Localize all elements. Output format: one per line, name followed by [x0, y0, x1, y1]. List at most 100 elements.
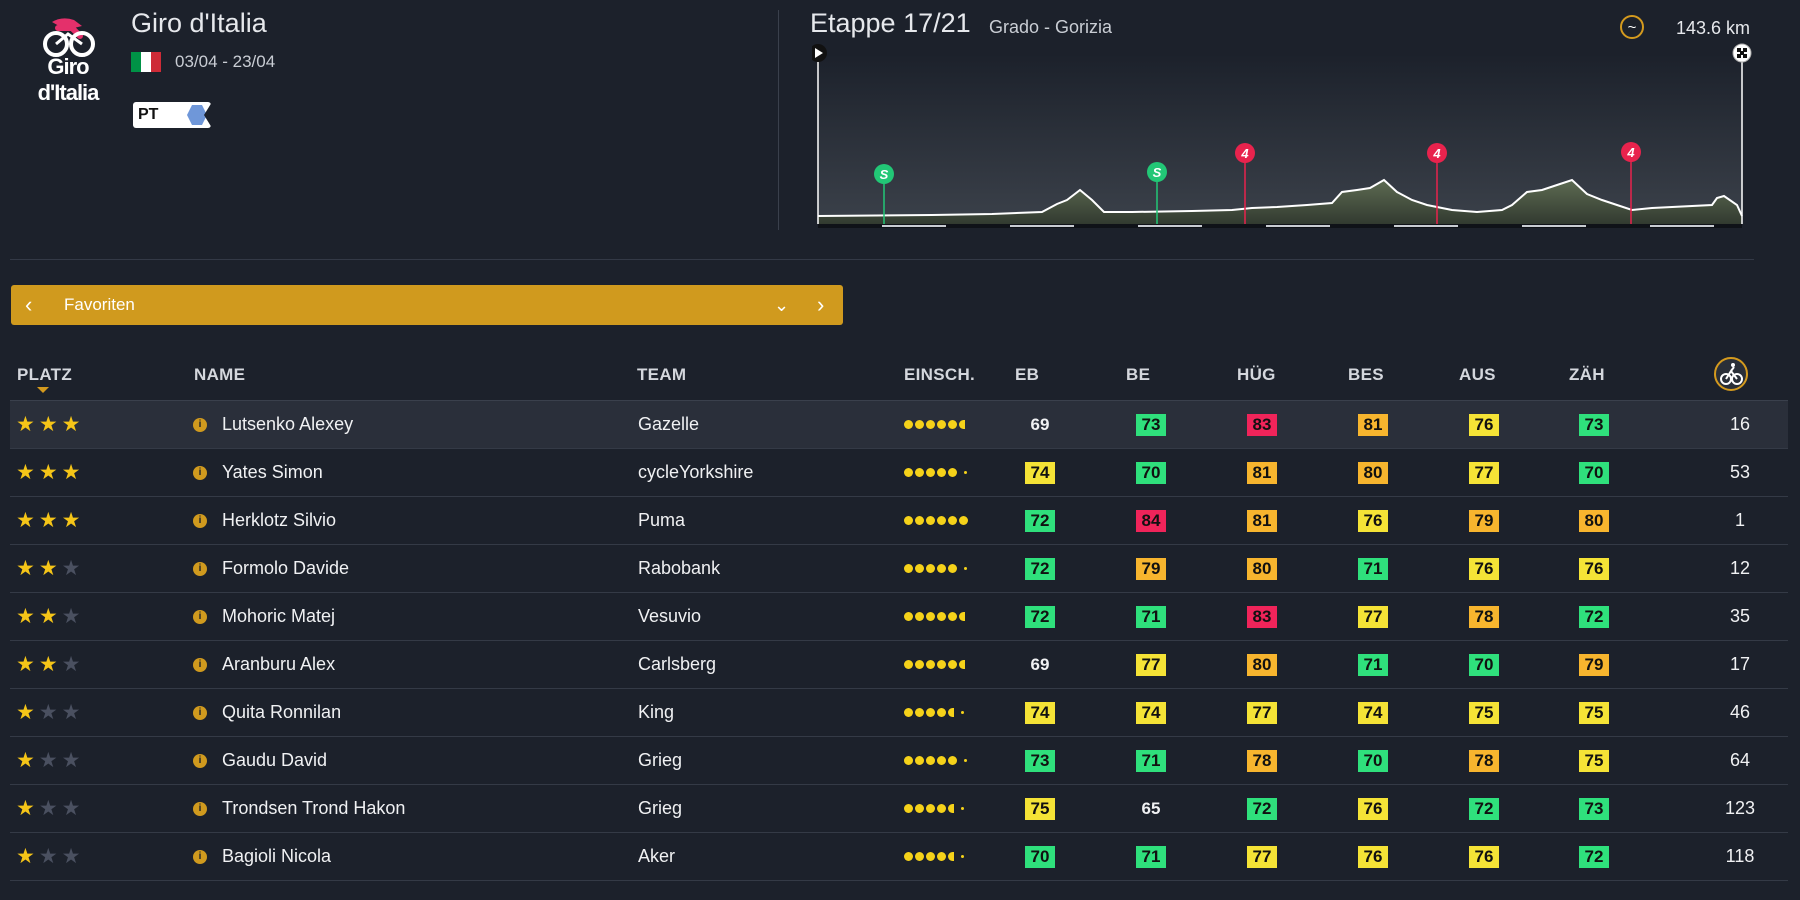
info-icon[interactable]: i — [193, 513, 207, 528]
group-selector[interactable]: ‹ Favoriten ⌄ › — [11, 285, 843, 325]
rider-info-button[interactable]: i — [193, 689, 207, 736]
column-header-rank[interactable]: PLATZ — [17, 365, 73, 384]
info-icon[interactable]: i — [193, 657, 207, 672]
info-icon[interactable]: i — [193, 801, 207, 816]
rider-name[interactable]: Bagioli Nicola — [222, 846, 332, 866]
rider-name[interactable]: Trondsen Trond Hakon — [222, 798, 406, 818]
column-header-team[interactable]: TEAM — [637, 365, 687, 384]
stat-cell-aus: 78 — [1469, 737, 1499, 784]
rider-info-button[interactable]: i — [193, 785, 207, 832]
race-dates-row: 03/04 - 23/04 — [131, 52, 275, 72]
form-dot — [937, 468, 946, 477]
column-header-bes[interactable]: BES — [1348, 365, 1384, 384]
finish-flag-icon — [1732, 43, 1752, 63]
rider-info-button[interactable]: i — [193, 401, 207, 448]
rider-team[interactable]: Gazelle — [638, 414, 700, 434]
profile-line — [817, 178, 1743, 217]
rider-team[interactable]: cycleYorkshire — [638, 462, 754, 482]
info-icon[interactable]: i — [193, 849, 207, 864]
chevron-down-icon[interactable]: ⌄ — [774, 295, 790, 315]
table-row[interactable]: ★ ★ ★ i Formolo Davide Rabobank 72 79 80 71 76 76 12 — [10, 545, 1788, 593]
climb-marker-1[interactable]: 4 — [1235, 143, 1255, 224]
column-header-eb[interactable]: EB — [1015, 365, 1040, 384]
climb-marker-2[interactable]: 4 — [1427, 143, 1447, 224]
stat-cell-be: 71 — [1136, 593, 1166, 640]
rider-info-button[interactable]: i — [193, 833, 207, 880]
rider-value: 17 — [1729, 654, 1751, 674]
rider-team[interactable]: Carlsberg — [638, 654, 717, 674]
stat-cell-bes: 76 — [1358, 785, 1388, 832]
table-row[interactable]: ★ ★ ★ i Lutsenko Alexey Gazelle 69 73 83 81 76 73 16 — [10, 401, 1788, 449]
rider-name[interactable]: Quita Ronnilan — [222, 702, 342, 722]
stat-badge-zah: 80 — [1579, 509, 1609, 532]
climb-marker-3[interactable]: 4 — [1621, 142, 1641, 224]
rider-team[interactable]: Rabobank — [638, 558, 721, 578]
rider-team[interactable]: Puma — [638, 510, 686, 530]
table-row[interactable]: ★ ★ ★ i Gaudu David Grieg 73 71 78 70 78 75 64 — [10, 737, 1788, 785]
column-header-form[interactable]: EINSCH. — [904, 365, 976, 384]
chevron-left-icon[interactable]: ‹ — [25, 292, 33, 317]
rider-info-button[interactable]: i — [193, 737, 207, 784]
form-rating — [904, 449, 967, 496]
table-row[interactable]: ★ ★ ★ i Herklotz Silvio Puma 72 84 81 76 79 80 1 — [10, 497, 1788, 545]
rank-stars: ★ ★ ★ — [16, 833, 80, 880]
stat-badge-eb: 69 — [1030, 654, 1050, 674]
info-icon[interactable]: i — [193, 753, 207, 768]
column-header-be[interactable]: BE — [1126, 365, 1151, 384]
rider-team[interactable]: Vesuvio — [638, 606, 702, 626]
star-icon: ★ — [61, 509, 81, 532]
table-row[interactable]: ★ ★ ★ i Mohoric Matej Vesuvio 72 71 83 77 78 72 35 — [10, 593, 1788, 641]
rider-name[interactable]: Aranburu Alex — [222, 654, 336, 674]
rider-team[interactable]: King — [638, 702, 675, 722]
column-header-hug[interactable]: HÜG — [1237, 365, 1276, 384]
rider-name[interactable]: Formolo Davide — [222, 558, 350, 578]
column-header-zah[interactable]: ZÄH — [1569, 365, 1605, 384]
stage-route: Grado - Gorizia — [989, 17, 1113, 37]
table-row[interactable]: ★ ★ ★ i Aranburu Alex Carlsberg 69 77 80 71 70 79 17 — [10, 641, 1788, 689]
info-icon[interactable]: i — [193, 609, 207, 624]
stat-cell-zah: 75 — [1579, 737, 1609, 784]
sprint-marker-2[interactable]: S — [1147, 162, 1167, 224]
group-selector-label[interactable]: Favoriten — [64, 295, 135, 314]
form-dot — [926, 612, 935, 621]
form-dot — [904, 708, 913, 717]
table-row[interactable]: ★ ★ ★ i Quita Ronnilan King 74 74 77 74 75 75 46 — [10, 689, 1788, 737]
rider-info-button[interactable]: i — [193, 545, 207, 592]
column-header-aus[interactable]: AUS — [1459, 365, 1496, 384]
stat-badge-eb: 72 — [1025, 509, 1055, 532]
rider-name[interactable]: Mohoric Matej — [222, 606, 336, 626]
stat-badge-eb: 74 — [1025, 701, 1055, 724]
rider-team[interactable]: Aker — [638, 846, 676, 866]
star-icon: ★ — [16, 509, 35, 532]
rider-info-button[interactable]: i — [193, 497, 207, 544]
cyclist-icon[interactable] — [1714, 357, 1748, 391]
stat-badge-be: 74 — [1136, 701, 1166, 724]
info-icon[interactable]: i — [193, 417, 207, 432]
column-header-name[interactable]: NAME — [194, 365, 246, 384]
table-row[interactable]: ★ ★ ★ i Trondsen Trond Hakon Grieg 75 65 72 76 72 7… — [10, 785, 1788, 833]
rider-team[interactable]: Grieg — [638, 798, 683, 818]
table-row[interactable]: ★ ★ ★ i Bagioli Nicola Aker 70 71 77 76 76 72 118 — [10, 833, 1788, 881]
form-dot — [915, 708, 924, 717]
rider-name[interactable]: Gaudu David — [222, 750, 328, 770]
info-icon[interactable]: i — [193, 465, 207, 480]
rider-name[interactable]: Herklotz Silvio — [222, 510, 337, 530]
section-divider — [10, 259, 1754, 260]
rider-name[interactable]: Yates Simon — [222, 462, 323, 482]
table-row[interactable]: ★ ★ ★ i Yates Simon cycleYorkshire 74 70 81 80 77 7… — [10, 449, 1788, 497]
rider-name[interactable]: Lutsenko Alexey — [222, 414, 354, 434]
rider-team[interactable]: Grieg — [638, 750, 683, 770]
stage-profile[interactable]: S S 4 4 4 — [812, 40, 1752, 232]
info-icon[interactable]: i — [193, 705, 207, 720]
form-dot — [948, 516, 957, 525]
info-icon[interactable]: i — [193, 561, 207, 576]
rider-info-button[interactable]: i — [193, 641, 207, 688]
hills-icon[interactable]: ~ — [1620, 15, 1644, 39]
stat-cell-bes: 70 — [1358, 737, 1388, 784]
sort-arrow-icon — [37, 387, 49, 393]
sprint-marker-1[interactable]: S — [874, 164, 894, 224]
chevron-right-icon[interactable]: › — [817, 292, 825, 317]
rider-info-button[interactable]: i — [193, 449, 207, 496]
rider-info-button[interactable]: i — [193, 593, 207, 640]
climb-marker-label: 4 — [1240, 146, 1249, 161]
